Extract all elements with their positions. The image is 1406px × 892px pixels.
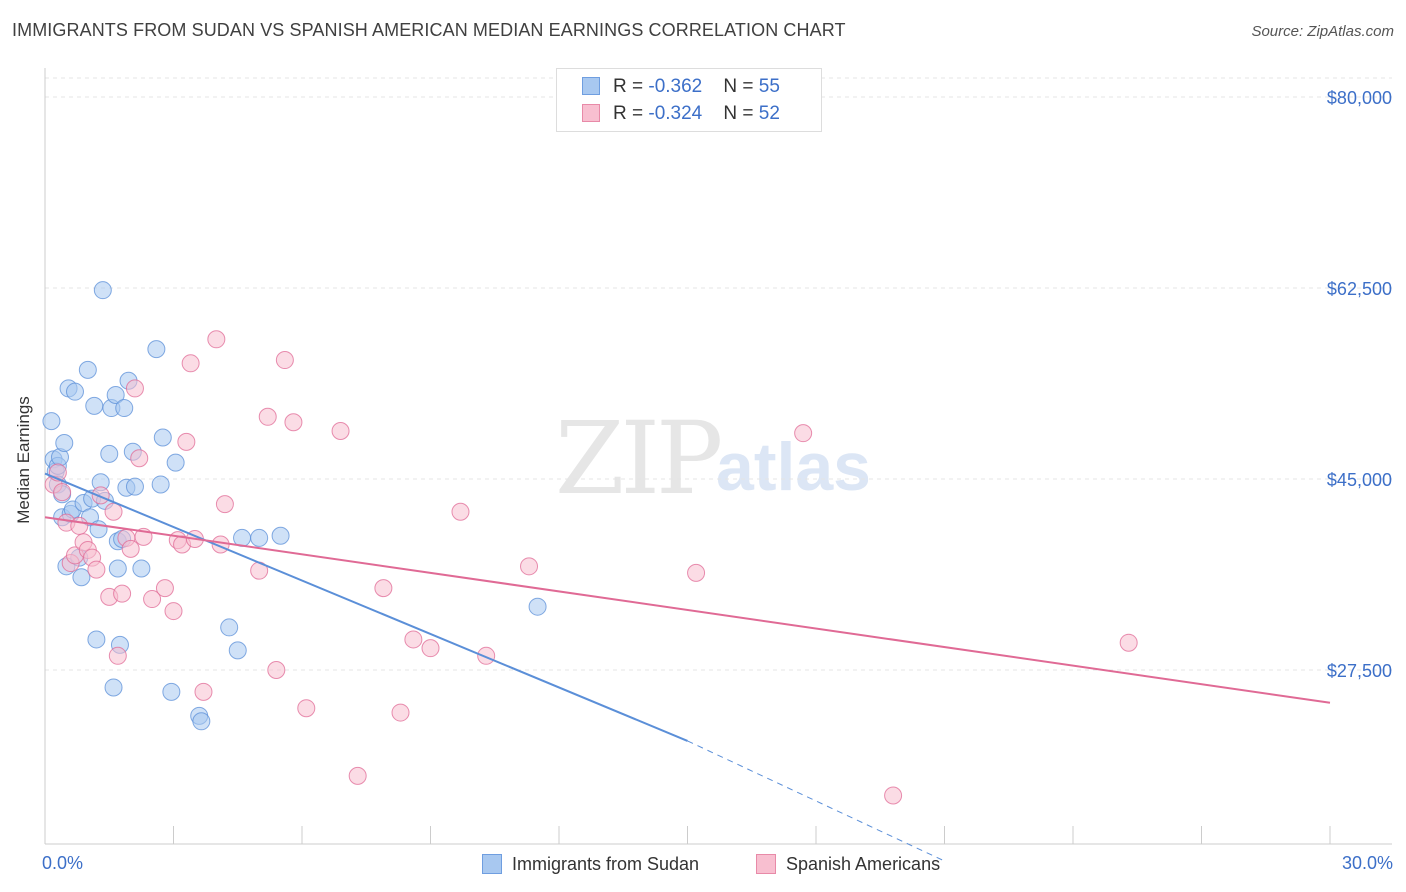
point-sudan [42, 412, 61, 431]
y-axis-label: Median Earnings [14, 396, 33, 524]
point-sudan [85, 396, 104, 415]
point-spanish [258, 407, 277, 426]
point-spanish [108, 646, 127, 665]
point-sudan [528, 597, 547, 616]
point-sudan [220, 618, 239, 637]
point-spanish [181, 354, 200, 373]
point-sudan [125, 477, 144, 496]
y-tick-label: $62,500 [1327, 279, 1392, 299]
legend-item-sudan[interactable]: Immigrants from Sudan [482, 852, 699, 876]
point-spanish [143, 590, 162, 609]
point-sudan [153, 428, 172, 447]
stats-row-sudan: R = -0.362 N = 55 [582, 75, 780, 99]
point-spanish [177, 432, 196, 451]
stats-n-value: 55 [758, 76, 780, 97]
stats-r-label: R = [613, 103, 649, 124]
point-spanish [275, 351, 294, 370]
legend-swatch-spanish [756, 854, 776, 874]
point-sudan [55, 433, 74, 452]
point-spanish [113, 584, 132, 603]
point-sudan [166, 453, 185, 472]
point-sudan [106, 385, 125, 404]
point-sudan [271, 526, 290, 545]
point-sudan [104, 678, 123, 697]
point-sudan [115, 399, 134, 418]
point-spanish [53, 483, 72, 502]
point-spanish [520, 557, 539, 576]
stats-box: R = -0.362 N = 55 R = -0.324 N = 52 [556, 68, 822, 132]
point-sudan [151, 475, 170, 494]
trend-line-spanish [44, 516, 1331, 704]
point-spanish [477, 646, 496, 665]
chart-title: IMMIGRANTS FROM SUDAN VS SPANISH AMERICA… [12, 20, 846, 40]
point-sudan [93, 281, 112, 300]
legend-label-sudan: Immigrants from Sudan [512, 853, 700, 874]
x-tick-label: 30.0% [1342, 853, 1393, 873]
point-spanish [884, 786, 903, 805]
point-spanish [215, 495, 234, 514]
point-spanish [348, 766, 367, 785]
point-spanish [121, 539, 140, 558]
point-sudan [192, 712, 211, 731]
point-sudan [78, 360, 97, 379]
stats-r-label: R = [613, 76, 649, 97]
point-sudan [147, 340, 166, 359]
point-spanish [194, 682, 213, 701]
watermark-zip: ZIP [555, 400, 723, 517]
legend-swatch-sudan [482, 854, 502, 874]
point-spanish [164, 602, 183, 621]
point-spanish [104, 502, 123, 521]
watermark-atlas: atlas [716, 429, 871, 505]
point-spanish [91, 486, 110, 505]
point-sudan [250, 528, 269, 547]
point-spanish [451, 502, 470, 521]
stats-swatch-sudan [582, 77, 600, 95]
trend-line-sudan [44, 472, 688, 742]
point-spanish [404, 630, 423, 649]
point-spanish [267, 661, 286, 679]
point-spanish [687, 563, 706, 582]
point-sudan [87, 630, 106, 649]
point-spanish [297, 699, 316, 718]
point-spanish [87, 560, 106, 579]
legend-item-spanish[interactable]: Spanish Americans [756, 852, 940, 876]
legend-label-spanish: Spanish Americans [786, 853, 941, 874]
point-spanish [421, 639, 440, 658]
point-sudan [108, 559, 127, 578]
y-tick-label: $45,000 [1327, 470, 1392, 490]
stats-n-value: 52 [758, 103, 780, 124]
source-label: Source: ZipAtlas.com [1251, 23, 1394, 40]
point-spanish [794, 424, 813, 443]
stats-r-value: -0.362 [648, 76, 703, 97]
stats-n-label: N = [723, 76, 759, 97]
point-spanish [130, 449, 149, 468]
point-sudan [65, 382, 84, 401]
stats-n-label: N = [723, 103, 759, 124]
point-spanish [331, 421, 350, 440]
stats-row-spanish: R = -0.324 N = 52 [582, 102, 780, 126]
point-sudan [72, 568, 91, 587]
point-sudan [100, 444, 119, 463]
stats-r-value: -0.324 [648, 103, 703, 124]
point-spanish [155, 579, 174, 598]
point-spanish [1119, 633, 1138, 652]
trend-extension-sudan [687, 740, 945, 862]
point-spanish [70, 516, 89, 535]
point-spanish [374, 579, 393, 598]
point-spanish [125, 379, 144, 398]
stats-swatch-spanish [582, 104, 600, 122]
y-tick-label: $27,500 [1327, 661, 1392, 681]
point-spanish [284, 413, 303, 432]
point-sudan [228, 641, 247, 660]
point-sudan [132, 559, 151, 578]
point-spanish [207, 330, 226, 349]
y-tick-label: $80,000 [1327, 88, 1392, 108]
point-sudan [162, 682, 181, 701]
x-tick-label: 0.0% [42, 853, 83, 873]
point-spanish [391, 703, 410, 722]
